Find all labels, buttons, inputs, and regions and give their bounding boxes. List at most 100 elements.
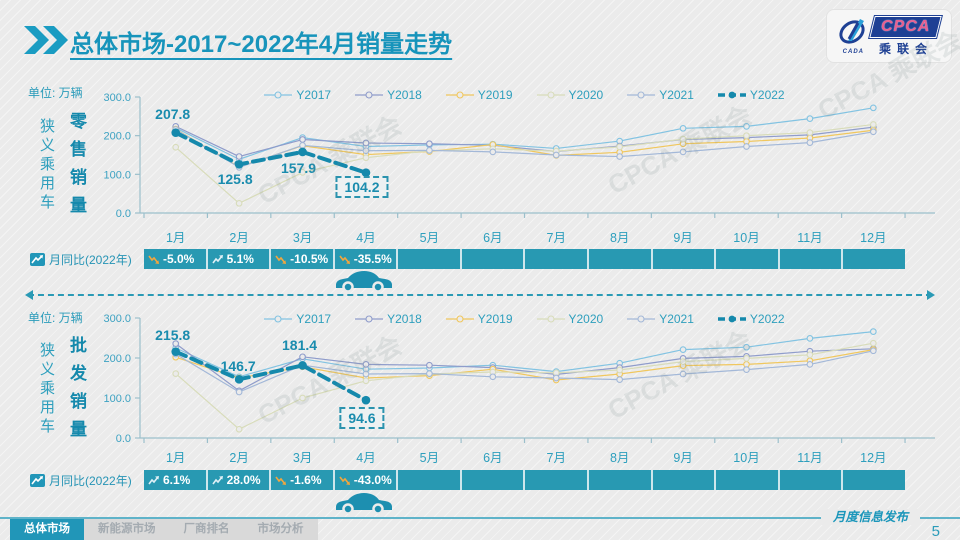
footer-tab-厂商排名[interactable]: 厂商排名 [169, 519, 244, 540]
yoy-cell-m6 [461, 470, 526, 490]
yoy-cell-m11 [779, 249, 844, 269]
cpca-logo: CADA CPCA 乘联会 [826, 9, 952, 63]
yoy-cell-m1: 6.1% [144, 470, 208, 490]
unit-label-wholesale: 单位: 万辆 [28, 311, 83, 325]
svg-text:200.0: 200.0 [103, 353, 131, 365]
data-label-y2022-m2: 146.7 [220, 358, 256, 375]
legend-label: Y2022 [749, 88, 785, 102]
footer-tab-新能源市场[interactable]: 新能源市场 [84, 519, 170, 540]
plot-retail: 300.0 200.0 100.0 0.0 [103, 92, 935, 220]
arrow-right-icon [927, 290, 935, 300]
logo-band: CPCA [868, 14, 944, 39]
yoy-cell-m7 [525, 470, 590, 490]
legend-label: Y2018 [387, 88, 422, 102]
month-label: 9月 [673, 231, 693, 245]
car-icon [336, 271, 392, 292]
data-label-y2022-m1: 215.8 [155, 326, 191, 343]
yoy-value: 28.0% [226, 473, 261, 487]
logo-chinese-name: 乘联会 [878, 41, 933, 56]
trend-down-icon [339, 255, 350, 264]
month-label: 3月 [292, 231, 313, 245]
trend-up-icon [211, 475, 223, 484]
legend-label: Y2017 [296, 312, 332, 326]
yoy-cell-m1: -5.0% [144, 249, 208, 269]
yoy-label-wholesale: 月同比(2022年) [30, 470, 132, 490]
yoy-row-wholesale: 6.1% 28.0% -1.6% -43.0% [144, 470, 905, 490]
yoy-value: -5.0% [163, 252, 195, 266]
legend-label: Y2017 [296, 88, 332, 102]
legend-item-y2018: Y2018 [355, 88, 422, 102]
svg-text:0.0: 0.0 [116, 208, 131, 220]
yoy-cell-m5 [398, 470, 462, 490]
month-label: 1月 [165, 231, 186, 245]
yoy-cell-m2: 5.1% [207, 249, 272, 269]
logo-sub-text: CADA [842, 49, 864, 55]
yoy-value: -43.0% [353, 473, 392, 487]
legend-item-y2018: Y2018 [355, 312, 422, 326]
yoy-cell-m12 [843, 470, 905, 490]
yoy-cell-m7 [525, 249, 590, 269]
section-divider-dashed-arrow [25, 290, 935, 300]
yoy-cell-m9 [652, 249, 717, 269]
yoy-cell-m11 [779, 470, 844, 490]
footer-tab-市场分析[interactable]: 市场分析 [243, 519, 318, 540]
legend-label: Y2018 [387, 312, 422, 326]
unit-label-retail: 单位: 万辆 [28, 86, 83, 100]
legend-item-y2021: Y2021 [627, 312, 694, 326]
footer-tab-总体市场[interactable]: 总体市场 [10, 519, 84, 540]
svg-text:300.0: 300.0 [103, 313, 131, 325]
legend-label: Y2019 [477, 88, 513, 102]
yoy-cell-m3: -10.5% [271, 249, 335, 269]
trend-chart-icon [30, 473, 45, 487]
plot-wholesale: 300.0 200.0 100.0 0.0 [103, 313, 935, 445]
trend-down-icon [275, 476, 287, 485]
month-label: 2月 [229, 231, 249, 245]
legend-item-y2022: Y2022 [717, 312, 785, 326]
yoy-value: 5.1% [226, 252, 254, 266]
legend-wholesale: Y2017 Y2018 Y2019 Y2020 Y2021 Y2022 [144, 312, 905, 326]
trend-chart-icon [30, 252, 45, 266]
month-label: 12月 [860, 231, 887, 245]
svg-text:300.0: 300.0 [103, 92, 131, 104]
trend-down-icon [339, 476, 350, 485]
yoy-row-retail: -5.0% 5.1% -10.5% -35.5% [144, 249, 905, 269]
yoy-value: -35.5% [353, 252, 392, 266]
data-label-y2022-m2: 125.8 [217, 171, 253, 188]
legend-item-y2022: Y2022 [717, 88, 785, 102]
data-label-y2022-m4: 104.2 [335, 175, 389, 198]
month-label: 6月 [483, 451, 503, 465]
month-label: 7月 [546, 451, 566, 465]
month-label: 7月 [546, 231, 566, 245]
category-label-retail: 狭义乘用车 [38, 118, 55, 213]
page-number: 5 [931, 523, 940, 540]
car-icon [336, 493, 392, 514]
svg-text:200.0: 200.0 [103, 131, 131, 143]
legend-label: Y2021 [659, 88, 694, 102]
trend-down-icon [275, 255, 287, 264]
month-label: 5月 [419, 451, 440, 465]
data-label-y2022-m3: 181.4 [282, 337, 318, 354]
yoy-cell-m9 [652, 470, 717, 490]
month-label: 9月 [673, 451, 693, 465]
legend-item-y2019: Y2019 [445, 312, 513, 326]
yoy-cell-m2: 28.0% [207, 470, 272, 490]
metric-label-retail: 零售销量 [67, 112, 86, 224]
legend-item-y2017: Y2017 [264, 312, 331, 326]
month-label: 8月 [609, 231, 630, 245]
month-label: 6月 [483, 231, 503, 245]
yoy-cell-m12 [843, 249, 905, 269]
yoy-cell-m10 [716, 470, 780, 490]
page-title: 总体市场-2017~2022年4月销量走势 [70, 31, 453, 58]
month-label: 10月 [733, 231, 760, 245]
month-label: 1月 [165, 451, 186, 465]
svg-text:100.0: 100.0 [103, 169, 131, 181]
legend-label: Y2019 [477, 312, 513, 326]
data-label-y2022-m3: 157.9 [281, 159, 317, 176]
legend-item-y2021: Y2021 [627, 88, 694, 102]
month-label: 2月 [229, 451, 249, 465]
svg-text:100.0: 100.0 [103, 393, 131, 405]
legend-item-y2020: Y2020 [536, 88, 603, 102]
month-label: 5月 [419, 231, 440, 245]
legend-item-y2019: Y2019 [445, 88, 513, 102]
legend-label: Y2020 [568, 312, 604, 326]
